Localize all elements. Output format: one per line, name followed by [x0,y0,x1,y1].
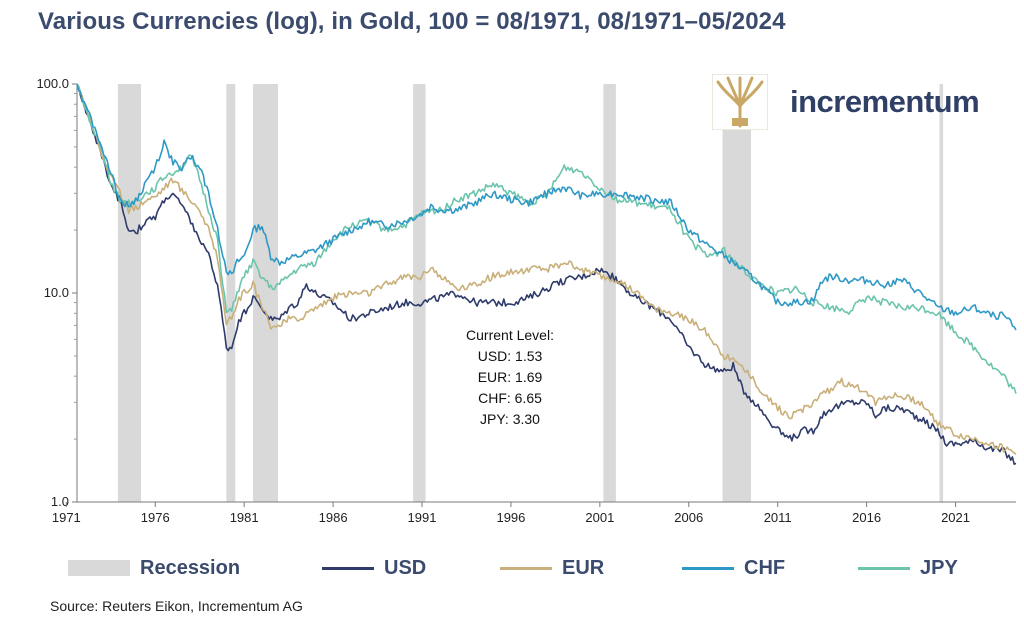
legend-item-recession: Recession [68,552,240,584]
chart-title: Various Currencies (log), in Gold, 100 =… [38,8,786,35]
annotation-usd: USD: 1.53 [478,348,543,364]
legend-swatch-recession [68,560,130,576]
recession-band-6 [939,84,944,502]
brand-name: incrementum [790,84,980,119]
annotation-chf: CHF: 6.65 [478,390,542,406]
y-tick-label-2: 100.0 [36,76,69,91]
source-note: Source: Reuters Eikon, Incrementum AG [50,598,303,614]
annotation-jpy: JPY: 3.30 [480,411,540,427]
recession-band-3 [413,84,426,502]
recession-bands [117,84,944,502]
legend-item-eur: EUR [500,552,604,584]
x-tick-label-9: 2016 [852,510,881,525]
annotation-title: Current Level: [466,327,554,343]
x-tick-label-7: 2006 [674,510,703,525]
series-line-usd [76,83,1017,465]
x-tick-label-6: 2001 [585,510,614,525]
recession-band-2 [253,84,278,502]
series-line-eur [76,83,1017,456]
tree-icon [712,74,768,130]
recession-band-1 [226,84,236,502]
legend-label-usd: USD [384,556,427,579]
legend-swatch-chf [682,566,734,570]
x-tick-label-10: 2021 [941,510,970,525]
current-level-annotation: Current Level: USD: 1.53 EUR: 1.69 CHF: … [466,327,554,427]
x-tick-label-5: 1996 [496,510,525,525]
y-tick-label-1: 10.0 [44,285,69,300]
chart-svg: 1.0 10.0 100.0 1971 1976 1981 1986 1991 1996 2001… [36,76,1017,525]
legend-label-chf: CHF [744,556,786,579]
series-line-chf [76,83,1017,331]
legend-label-recession: Recession [140,556,241,579]
x-tick-label-3: 1986 [319,510,348,525]
y-tick-label-0: 1.0 [51,494,69,509]
legend-item-jpy: JPY [858,552,958,584]
x-tick-label-1: 1976 [141,510,170,525]
annotation-eur: EUR: 1.69 [478,369,543,385]
recession-band-5 [722,84,752,502]
recession-band-4 [603,84,616,502]
x-tick-label-4: 1991 [408,510,437,525]
recession-band-0 [117,84,142,502]
series-line-jpy [76,83,1017,394]
legend-swatch-jpy [858,566,910,570]
axes: 1.0 10.0 100.0 1971 1976 1981 1986 1991 1996 2001… [36,76,1016,525]
x-tick-label-8: 2011 [764,510,792,525]
legend-swatch-eur [500,566,552,570]
legend-item-usd: USD [322,552,426,584]
legend: Recession USD EUR CHF JPY [0,552,1024,584]
series-lines [76,83,1017,465]
x-tick-label-2: 1981 [230,510,259,525]
legend-item-chf: CHF [682,552,785,584]
x-tick-label-0: 1971 [52,510,81,525]
legend-label-jpy: JPY [920,556,958,579]
legend-swatch-usd [322,566,374,570]
legend-label-eur: EUR [562,556,605,579]
